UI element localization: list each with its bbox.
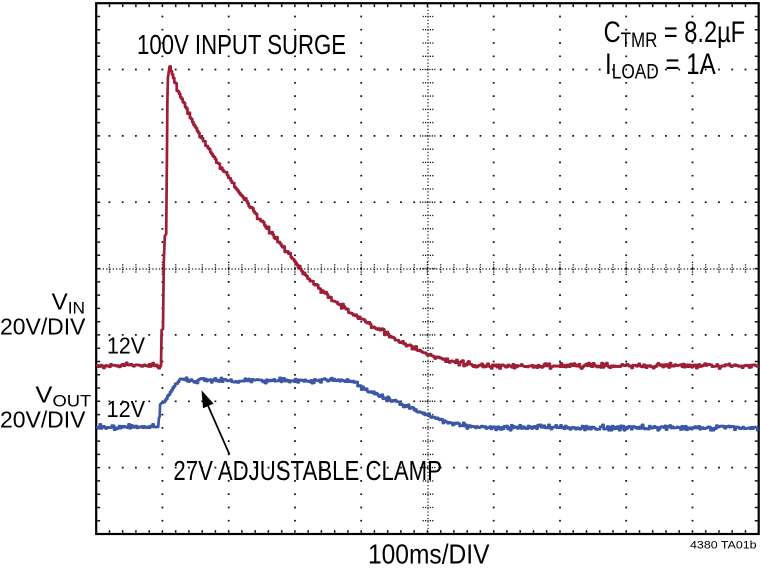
svg-text:20V/DIV: 20V/DIV [0, 313, 86, 339]
svg-text:ILOAD = 1A: ILOAD = 1A [605, 48, 716, 84]
svg-text:20V/DIV: 20V/DIV [0, 406, 86, 432]
svg-text:12V: 12V [107, 396, 146, 422]
svg-text:CTMR = 8.2µF: CTMR = 8.2µF [604, 16, 745, 53]
svg-text:4380 TA01b: 4380 TA01b [690, 538, 757, 551]
svg-text:100V INPUT SURGE: 100V INPUT SURGE [137, 30, 346, 61]
svg-text:12V: 12V [107, 333, 145, 359]
svg-text:100ms/DIV: 100ms/DIV [368, 538, 490, 570]
svg-text:VIN: VIN [52, 289, 85, 318]
svg-text:27V ADJUSTABLE CLAMP: 27V ADJUSTABLE CLAMP [173, 456, 442, 487]
svg-text:VOUT: VOUT [35, 382, 91, 410]
